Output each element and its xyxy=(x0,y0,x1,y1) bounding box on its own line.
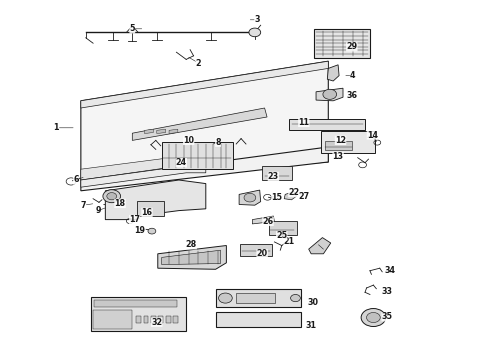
Circle shape xyxy=(148,228,156,234)
Polygon shape xyxy=(169,129,178,134)
Polygon shape xyxy=(284,192,296,200)
Text: 20: 20 xyxy=(257,249,268,258)
Text: 12: 12 xyxy=(335,136,346,145)
Bar xyxy=(137,201,164,216)
Text: 29: 29 xyxy=(346,42,357,51)
Text: 22: 22 xyxy=(289,188,299,197)
Text: 7: 7 xyxy=(80,201,86,210)
Polygon shape xyxy=(157,129,166,134)
Bar xyxy=(158,316,163,323)
Bar xyxy=(94,300,177,307)
Bar xyxy=(216,289,301,307)
Polygon shape xyxy=(316,88,343,101)
Text: 8: 8 xyxy=(215,138,221,147)
Text: 6: 6 xyxy=(73,175,79,184)
Text: 17: 17 xyxy=(129,215,140,224)
Text: 32: 32 xyxy=(151,318,162,327)
Polygon shape xyxy=(145,129,153,134)
Bar xyxy=(166,316,171,323)
Polygon shape xyxy=(81,151,220,180)
Bar xyxy=(216,312,301,327)
Text: 5: 5 xyxy=(129,24,135,33)
Polygon shape xyxy=(105,180,206,220)
Text: 21: 21 xyxy=(284,237,294,246)
Bar xyxy=(262,166,292,180)
Text: 1: 1 xyxy=(53,123,59,132)
Text: 19: 19 xyxy=(134,226,145,235)
Bar xyxy=(162,142,233,169)
Polygon shape xyxy=(158,246,226,269)
Bar xyxy=(314,29,370,58)
Text: 2: 2 xyxy=(196,58,201,68)
Bar xyxy=(173,316,178,323)
Text: 28: 28 xyxy=(186,240,196,249)
Text: 30: 30 xyxy=(307,298,318,307)
Polygon shape xyxy=(327,65,339,81)
Text: 36: 36 xyxy=(346,91,357,100)
Polygon shape xyxy=(162,250,220,265)
Text: 9: 9 xyxy=(95,206,101,215)
Text: 35: 35 xyxy=(382,312,392,321)
Bar xyxy=(144,316,148,323)
Text: 18: 18 xyxy=(115,199,125,208)
Circle shape xyxy=(244,193,256,202)
Circle shape xyxy=(361,309,386,327)
Bar xyxy=(321,131,375,153)
Bar xyxy=(269,221,297,235)
Polygon shape xyxy=(81,148,328,191)
Polygon shape xyxy=(309,238,331,254)
Text: 10: 10 xyxy=(183,136,194,145)
Text: 15: 15 xyxy=(271,194,282,202)
Polygon shape xyxy=(81,61,328,180)
Text: 4: 4 xyxy=(350,71,356,80)
Text: 11: 11 xyxy=(298,118,309,127)
Bar xyxy=(136,316,141,323)
Circle shape xyxy=(367,312,380,323)
Text: 34: 34 xyxy=(384,266,395,275)
Bar xyxy=(236,293,275,303)
Polygon shape xyxy=(81,61,328,108)
Text: 16: 16 xyxy=(142,208,152,217)
Polygon shape xyxy=(81,166,206,187)
Bar xyxy=(289,119,365,130)
Circle shape xyxy=(291,294,300,302)
Polygon shape xyxy=(252,216,274,224)
Polygon shape xyxy=(239,190,261,205)
Bar xyxy=(325,141,352,150)
Bar xyxy=(240,244,272,256)
Polygon shape xyxy=(132,108,267,140)
Text: 26: 26 xyxy=(263,217,273,226)
Circle shape xyxy=(219,293,232,303)
Text: 14: 14 xyxy=(367,130,378,139)
Text: 23: 23 xyxy=(268,172,279,181)
Text: 31: 31 xyxy=(306,321,317,330)
Circle shape xyxy=(107,193,117,200)
Bar xyxy=(151,316,156,323)
Text: 33: 33 xyxy=(382,287,392,296)
Text: 27: 27 xyxy=(298,192,309,201)
Bar xyxy=(93,310,132,329)
Text: 24: 24 xyxy=(176,158,187,167)
Circle shape xyxy=(249,28,261,37)
Circle shape xyxy=(323,89,337,99)
Text: 3: 3 xyxy=(254,15,260,24)
Text: 13: 13 xyxy=(333,152,343,161)
Text: 25: 25 xyxy=(276,231,287,240)
Circle shape xyxy=(103,190,121,203)
Bar xyxy=(91,297,186,331)
